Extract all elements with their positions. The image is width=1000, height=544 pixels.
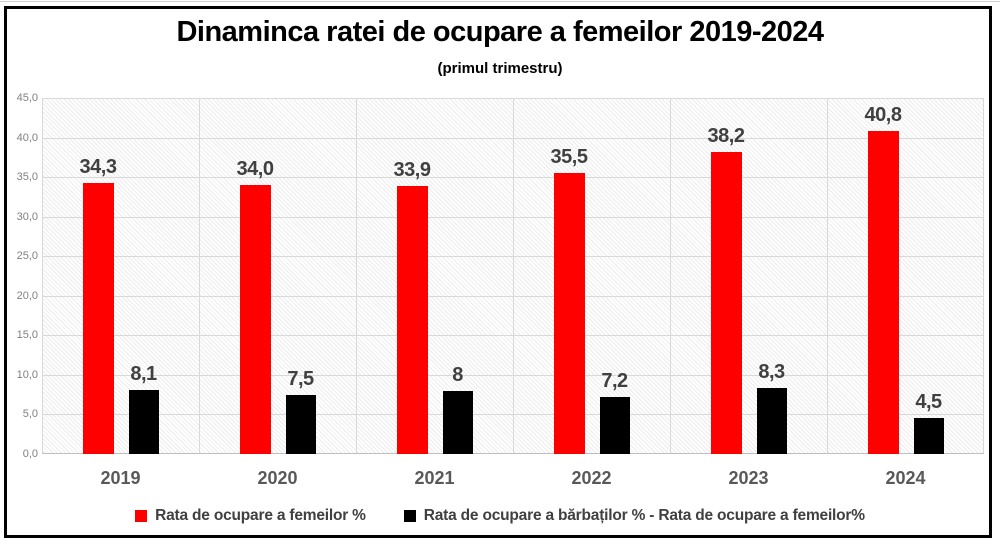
legend: Rata de ocupare a femeilor % Rata de ocup… [0, 503, 1000, 529]
y-tick-label: 30,0 [16, 210, 38, 223]
chart-subtitle: (primul trimestru) [437, 60, 563, 77]
bar [82, 182, 114, 454]
gridline-vertical [983, 98, 984, 454]
plot-area: 34,3 8,1 34,0 7,5 33,9 8 35,5 7,2 38,2 8,3 40,8 4,5 [42, 98, 984, 454]
bar [710, 151, 742, 454]
gridline-vertical [42, 98, 43, 454]
legend-item: Rata de ocupare a bărbaților % - Rata de… [403, 507, 865, 525]
y-tick-label: 10,0 [16, 368, 38, 381]
y-tick-label: 15,0 [16, 329, 38, 342]
y-tick-label: 45,0 [16, 92, 38, 104]
x-category-label: 2022 [571, 468, 612, 488]
data-label: 34,3 [79, 155, 117, 178]
data-label: 38,2 [707, 124, 745, 147]
gridline-vertical [827, 98, 828, 454]
bar [396, 185, 428, 454]
x-category-label: 2020 [257, 468, 298, 488]
gridline-vertical [356, 98, 357, 454]
data-label: 8 [452, 363, 463, 386]
data-label: 34,0 [236, 158, 274, 181]
bar [913, 418, 944, 454]
y-tick-label: 25,0 [16, 250, 38, 263]
legend-swatch-icon [403, 510, 416, 522]
chart-title: Dinaminca ratei de ocupare a femeilor 20… [176, 16, 824, 48]
bar [285, 394, 316, 454]
data-label: 33,9 [393, 158, 431, 181]
data-label: 7,5 [287, 367, 314, 390]
y-tick-label: 35,0 [16, 171, 38, 184]
bar [128, 389, 159, 454]
data-label: 7,2 [601, 370, 628, 393]
y-tick-label: 40,0 [16, 131, 38, 144]
gridline-vertical [199, 98, 200, 454]
bar [599, 397, 630, 454]
data-label: 40,8 [864, 104, 902, 127]
data-label: 8,3 [758, 361, 785, 384]
data-label: 4,5 [915, 391, 942, 414]
bar [867, 131, 899, 454]
legend-swatch-icon [135, 510, 148, 522]
y-tick-label: 0,0 [22, 448, 38, 460]
bar [442, 390, 473, 454]
x-axis-line [42, 453, 984, 454]
data-label: 35,5 [550, 146, 588, 169]
x-category-label: 2023 [728, 468, 769, 488]
y-tick-label: 5,0 [22, 408, 38, 421]
spreadsheet-gridline [0, 1, 1000, 2]
bar [239, 185, 271, 454]
legend-label: Rata de ocupare a femeilor % [155, 507, 366, 524]
y-tick-label: 20,0 [16, 289, 38, 302]
bar [553, 173, 585, 454]
gridline-vertical [513, 98, 514, 454]
legend-item: Rata de ocupare a femeilor % [135, 507, 366, 525]
x-category-label: 2024 [885, 468, 926, 488]
chart-border [4, 6, 992, 538]
data-label: 8,1 [130, 362, 157, 385]
bar [756, 388, 787, 454]
x-category-label: 2021 [414, 468, 455, 488]
gridline-vertical [670, 98, 671, 454]
legend-label: Rata de ocupare a bărbaților % - Rata de… [423, 507, 865, 524]
x-category-label: 2019 [100, 468, 141, 488]
